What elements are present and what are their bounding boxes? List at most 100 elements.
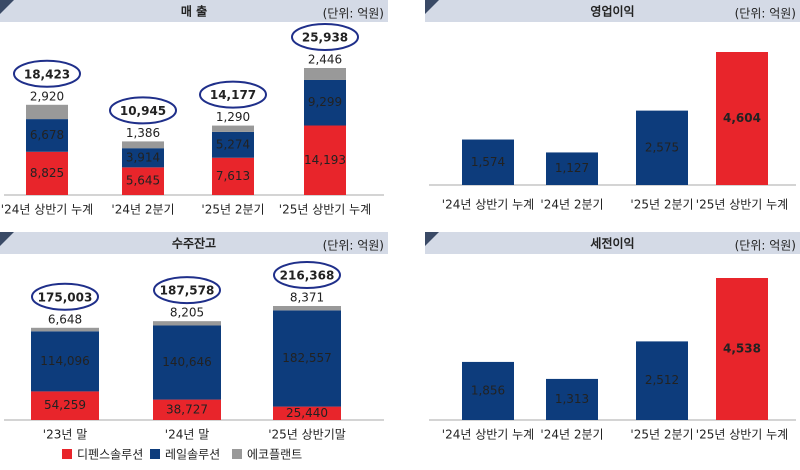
bar-segment <box>212 131 254 158</box>
value-label: 6,678 <box>30 128 64 142</box>
total-ellipse <box>199 80 267 109</box>
value-label: 5,274 <box>216 137 250 151</box>
unit-label: (단위: 억원) <box>323 239 384 253</box>
total-label: 18,423 <box>24 67 70 81</box>
total-ellipse <box>109 96 177 125</box>
chart-title: 매 출 <box>181 4 207 19</box>
bar <box>462 139 514 185</box>
bar-segment <box>31 331 99 392</box>
value-label: 1,386 <box>126 126 160 140</box>
bar-segment <box>26 119 68 152</box>
header-corner <box>425 0 439 14</box>
bar-segment <box>26 151 68 195</box>
value-label: 182,557 <box>282 351 332 365</box>
value-label: 6,648 <box>48 312 82 326</box>
x-tick-label: '24년 말 <box>165 428 209 442</box>
x-tick-label: '25년 2분기 <box>630 428 693 442</box>
bar-segment <box>212 157 254 195</box>
value-label: 8,371 <box>290 291 324 305</box>
chart-title: 수주잔고 <box>172 236 216 251</box>
bar-segment <box>304 125 346 195</box>
legend-label: 에코플랜트 <box>247 448 302 462</box>
total-ellipse <box>153 276 221 305</box>
bar-segment <box>31 391 99 420</box>
bar-segment <box>122 167 164 195</box>
bar-segment <box>273 406 341 420</box>
x-tick-label: '24년 상반기 누계 <box>1 203 93 217</box>
x-tick-label: '25년 상반기 누계 <box>696 428 788 442</box>
x-tick-label: '24년 2분기 <box>540 198 603 212</box>
bar-segment <box>304 79 346 126</box>
x-tick-label: '24년 2분기 <box>111 203 174 217</box>
bar <box>546 378 598 420</box>
value-label: 38,727 <box>166 402 208 416</box>
bar-segment <box>122 148 164 168</box>
unit-label: (단위: 억원) <box>735 239 796 253</box>
legend-label: 디펜스솔루션 <box>77 448 143 462</box>
x-tick-label: '24년 상반기 누계 <box>442 428 534 442</box>
x-tick-label: '25년 2분기 <box>201 203 264 217</box>
bar <box>716 278 768 420</box>
value-label: 140,646 <box>162 355 212 369</box>
header-band <box>425 0 800 22</box>
bar <box>716 52 768 185</box>
value-label: 4,538 <box>723 342 761 356</box>
x-tick-label: '25년 상반기 누계 <box>696 198 788 212</box>
value-label: 54,259 <box>44 398 86 412</box>
x-tick-label: '25년 상반기 누계 <box>279 203 371 217</box>
legend-label: 레일솔루션 <box>165 448 220 462</box>
value-label: 7,613 <box>216 169 250 183</box>
total-ellipse <box>273 261 341 289</box>
value-label: 1,856 <box>471 383 505 397</box>
header-band <box>0 0 388 22</box>
bar-segment <box>122 141 164 149</box>
bar-segment <box>273 306 341 311</box>
x-tick-label: '25년 상반기말 <box>268 428 346 442</box>
value-label: 1,290 <box>216 110 250 124</box>
value-label: 9,299 <box>308 95 342 109</box>
value-label: 1,127 <box>555 161 589 175</box>
bar <box>462 361 514 420</box>
x-tick-label: '24년 2분기 <box>540 428 603 442</box>
total-ellipse <box>13 59 81 88</box>
total-label: 187,578 <box>160 284 215 298</box>
bar-segment <box>212 125 254 132</box>
x-tick-label: '23년 말 <box>43 428 87 442</box>
header-corner <box>0 232 14 246</box>
value-label: 2,446 <box>308 53 342 67</box>
bar <box>636 110 688 185</box>
total-label: 10,945 <box>120 104 166 118</box>
bar <box>546 152 598 185</box>
legend-swatch <box>150 449 160 459</box>
bar-segment <box>153 325 221 400</box>
value-label: 114,096 <box>40 354 90 368</box>
unit-label: (단위: 억원) <box>735 7 796 21</box>
header-band <box>0 232 388 254</box>
total-label: 25,938 <box>302 31 348 45</box>
total-ellipse <box>31 282 99 311</box>
legend-swatch <box>232 449 242 459</box>
value-label: 8,825 <box>30 166 64 180</box>
value-label: 14,193 <box>304 153 346 167</box>
header-band <box>425 232 800 254</box>
value-label: 5,645 <box>126 174 160 188</box>
value-label: 2,575 <box>645 140 679 154</box>
bar-segment <box>31 327 99 332</box>
value-label: 4,604 <box>723 111 761 125</box>
bar-segment <box>153 321 221 326</box>
bar-segment <box>304 68 346 80</box>
bar <box>636 341 688 420</box>
x-tick-label: '25년 2분기 <box>630 198 693 212</box>
value-label: 8,205 <box>170 306 204 320</box>
legend-swatch <box>62 449 72 459</box>
total-label: 14,177 <box>210 88 256 102</box>
value-label: 25,440 <box>286 406 328 420</box>
total-ellipse <box>291 23 359 51</box>
chart-title: 영업이익 <box>590 4 634 19</box>
value-label: 3,914 <box>126 150 160 164</box>
bar-segment <box>153 399 221 420</box>
value-label: 2,920 <box>30 89 64 103</box>
bar-segment <box>273 310 341 407</box>
total-label: 216,368 <box>280 269 335 283</box>
